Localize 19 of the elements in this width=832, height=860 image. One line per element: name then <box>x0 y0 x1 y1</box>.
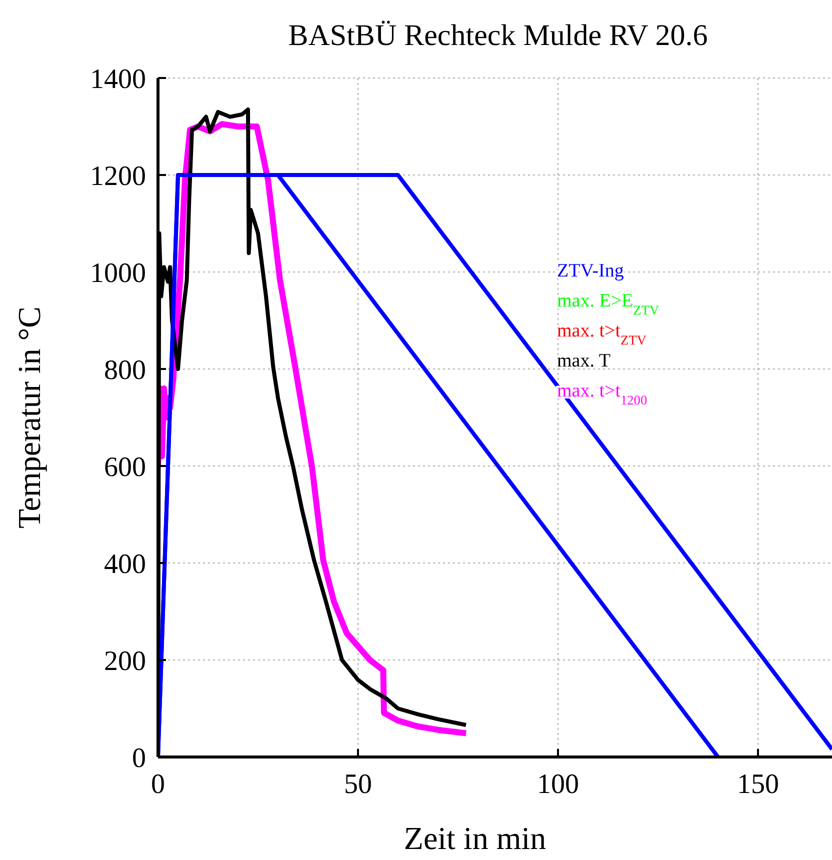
legend-label: max. t>t$_{ZTV}$ <box>557 320 647 348</box>
y-tick-label: 0 <box>132 742 146 774</box>
text: ZTV-Ing <box>557 260 624 282</box>
x-axis-title: Zeit in min <box>404 820 546 856</box>
y-tick-label: 800 <box>104 354 146 386</box>
y-tick-label: 200 <box>104 646 146 677</box>
y-tick-label: 1400 <box>90 64 146 95</box>
text: max. T <box>557 350 611 372</box>
x-tick-label: 50 <box>344 769 372 800</box>
y-tick-label: 1000 <box>90 258 146 289</box>
y-axis-title: Temperatur in °C <box>11 306 47 529</box>
x-tick-label: 150 <box>737 769 779 800</box>
x-tick-label: 100 <box>537 769 579 800</box>
x-tick-label: 0 <box>151 769 165 800</box>
y-tick-label: 600 <box>104 452 146 483</box>
chart-title: BAStBÜ Rechteck Mulde RV 20.6 <box>288 19 708 52</box>
y-tick-label: 400 <box>104 548 146 580</box>
legend-label: max. E>E$_{ZTV}$ <box>557 290 660 318</box>
y-tick-label: 1200 <box>90 160 146 192</box>
